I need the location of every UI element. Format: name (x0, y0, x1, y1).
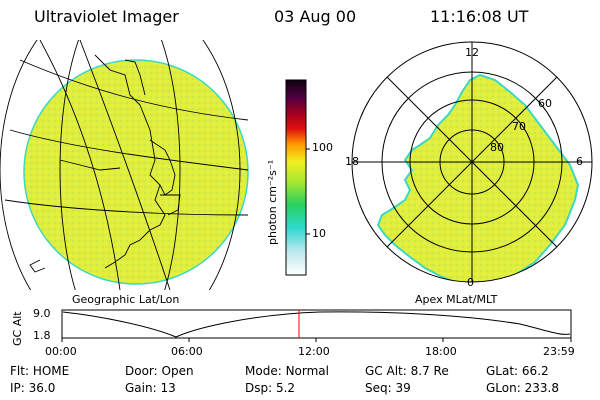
status-gain-label: Gain: (125, 381, 157, 395)
status-gc-alt-value: 8.7 Re (410, 364, 449, 378)
status-flt-value: HOME (32, 364, 70, 378)
alt-xtick-1200: 12:00 (298, 345, 330, 358)
date-label: 03 Aug 00 (274, 7, 357, 26)
colorbar-gradient (285, 79, 307, 276)
status-dsp-value: 5.2 (275, 381, 296, 395)
alt-xtick-1800: 18:00 (425, 345, 457, 358)
colorbar-tick-10: 10 (312, 227, 326, 240)
status-seq-value: 39 (395, 381, 411, 395)
status-glat: GLat: 66.2 (486, 364, 549, 378)
status-door: Door: Open (125, 364, 194, 378)
alt-xtick-2359: 23:59 (543, 345, 575, 358)
alt-xtick-0600: 06:00 (171, 345, 203, 358)
alt-plot-frame (61, 309, 572, 339)
alt-ylabel: GC Alt (11, 311, 24, 346)
alt-xtick-0000: 00:00 (45, 345, 77, 358)
status-ip-value: 36.0 (28, 381, 56, 395)
status-gain: Gain: 13 (125, 381, 176, 395)
status-glon-label: GLon: (486, 381, 521, 395)
status-mode: Mode: Normal (245, 364, 329, 378)
status-mode-value: Normal (285, 364, 329, 378)
mlat-label-60: 60 (538, 97, 552, 110)
time-label: 11:16:08 UT (430, 7, 529, 26)
colorbar-tick-100: 100 (312, 141, 333, 154)
alt-ytick-9: 9.0 (33, 307, 51, 320)
status-glat-label: GLat: (486, 364, 519, 378)
polar-panel-label: Apex MLat/MLT (415, 293, 498, 306)
mlt-label-0: 0 (467, 276, 474, 289)
status-flt-label: Flt: (10, 364, 29, 378)
status-glon-value: 233.8 (524, 381, 559, 395)
status-gain-value: 13 (160, 381, 176, 395)
status-door-label: Door: (125, 364, 158, 378)
globe-map-icon (0, 40, 248, 290)
status-dsp: Dsp: 5.2 (245, 381, 295, 395)
geo-panel (0, 40, 249, 290)
status-ip-label: IP: (10, 381, 25, 395)
status-seq-label: Seq: (365, 381, 392, 395)
mlat-label-80: 80 (490, 141, 504, 154)
colorbar-unit-label: photon cm⁻²s⁻¹ (266, 159, 279, 245)
mlat-label-70: 70 (512, 120, 526, 133)
status-glon: GLon: 233.8 (486, 381, 559, 395)
polar-panel (351, 41, 593, 283)
alt-ytick-1-8: 1.8 (33, 329, 51, 342)
alt-plot (61, 309, 572, 342)
instrument-title: Ultraviolet Imager (34, 7, 179, 26)
mlt-label-18: 18 (345, 155, 359, 168)
geo-image-disk (23, 59, 249, 285)
status-mode-label: Mode: (245, 364, 282, 378)
status-glat-value: 66.2 (521, 364, 549, 378)
status-flt: Flt: HOME (10, 364, 69, 378)
status-gc-alt: GC Alt: 8.7 Re (365, 364, 449, 378)
status-dsp-label: Dsp: (245, 381, 273, 395)
alt-curve (62, 311, 571, 338)
geo-panel-label: Geographic Lat/Lon (72, 293, 180, 306)
status-door-value: Open (161, 364, 194, 378)
colorbar (285, 79, 310, 276)
status-ip: IP: 36.0 (10, 381, 55, 395)
status-gc-alt-label: GC Alt: (365, 364, 407, 378)
mlt-label-6: 6 (576, 155, 583, 168)
mlt-label-12: 12 (465, 46, 479, 59)
status-seq: Seq: 39 (365, 381, 411, 395)
